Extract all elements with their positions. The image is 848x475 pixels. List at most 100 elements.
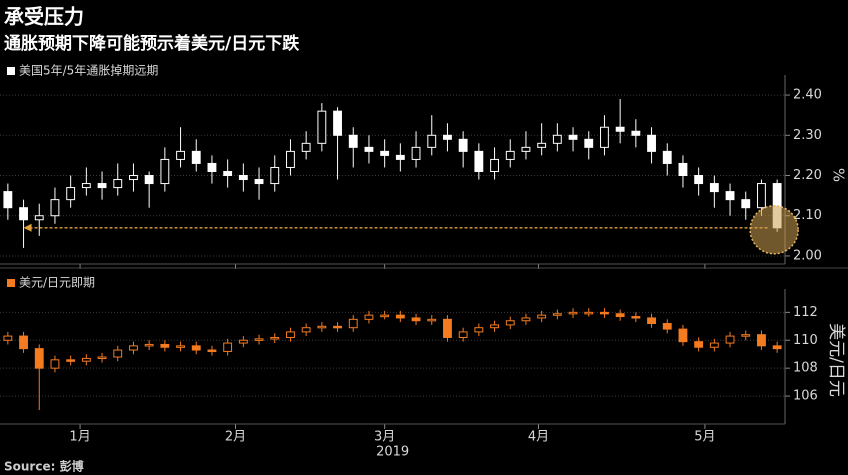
candle-body [160,158,170,185]
x-tick-label: 5月 [694,430,715,445]
candle-body [129,345,138,351]
candle-body [270,166,280,185]
candle-body [537,142,547,148]
candle-body [238,175,248,181]
candle-body [694,341,704,348]
candle-body [725,335,735,344]
title: 承受压力 [4,5,84,29]
candle-body [443,134,452,140]
legend-label: 美国5年/5年通胀掉期远期 [19,64,158,78]
candle-body [34,215,44,221]
candle-body [474,150,484,172]
candle-body [317,325,327,329]
candle-body [757,183,766,209]
candle-body [741,334,751,337]
candle-body [521,317,531,322]
y-tick-label: 2.10 [793,208,822,223]
candle-body [380,150,390,156]
x-tick-label: 4月 [528,430,549,445]
candle-body [301,142,311,152]
x-tick-label: 2月 [225,430,246,445]
candle-body [490,324,499,329]
candle-body [81,357,91,362]
candle-body [568,134,578,140]
candle-body [207,162,217,172]
candle-body [395,314,405,319]
y-tick-label: 112 [793,305,818,320]
y-tick-label: 2.20 [793,168,822,183]
candle-body [600,311,609,315]
candle-body [631,130,641,136]
candle-body [254,179,264,185]
candle-body [552,134,562,144]
candle-body [81,183,91,189]
candle-body [584,138,594,148]
candle-body [238,339,248,344]
arrow-head [23,223,32,232]
candle-body [395,154,405,160]
candle-body [160,343,170,348]
candle-body [144,343,154,347]
x-tick-label: 1月 [69,430,90,445]
candle-body [600,126,609,148]
y-tick-label: 2.40 [793,88,822,103]
candle-body [772,345,782,350]
candle-body [317,110,327,144]
candle-body [458,331,468,338]
candle-body [505,320,515,326]
candle-body [757,334,766,347]
candle-body [443,318,452,338]
candle-body [301,327,311,333]
legend-swatch [7,67,15,75]
x-tick-label: 3月 [374,430,395,445]
candle-body [411,317,421,322]
candle-body [129,175,138,181]
candle-body [254,338,264,341]
subtitle: 通胀预期下降可能预示着美元/日元下跌 [4,33,300,54]
y-tick-label: 110 [793,333,818,348]
candle-body [333,110,342,136]
candle-body [207,349,217,353]
y-axis-label: 美元/日元 [826,323,846,397]
y-tick-label: 2.00 [793,248,822,263]
candle-body [427,134,437,148]
candle-body [427,318,437,322]
highlight-circle [749,205,799,255]
candle-body [521,146,531,152]
candle-body [615,126,625,132]
candle-body [584,311,594,315]
candle-body [144,175,154,185]
candle-body [50,359,60,369]
candle-body [741,199,751,209]
candle-body [3,335,13,341]
candle-body [647,134,656,152]
candle-body [537,314,547,319]
candle-body [364,314,374,320]
candle-body [286,150,295,168]
source: Source: 彭博 [4,459,84,474]
legend-label: 美元/日元即期 [19,276,95,290]
candle-body [270,336,280,340]
candle-body [66,187,76,201]
candle-body [709,183,719,193]
candle-body [647,317,656,325]
candle-body [662,323,672,330]
candle-body [223,342,233,352]
candle-body [474,327,484,333]
candle-body [709,342,719,348]
candle-body [97,356,107,360]
candle-body [552,313,562,316]
candle-body [191,150,201,164]
y-axis-label: % [830,168,848,182]
candle-body [458,138,468,152]
candle-body [19,207,28,221]
y-tick-label: 2.30 [793,128,822,143]
candle-body [678,162,688,177]
candle-body [113,349,123,358]
candle-body [631,316,641,319]
candle-body [333,325,342,329]
candle-body [348,318,358,329]
candle-body [113,179,123,189]
candle-body [176,150,185,160]
